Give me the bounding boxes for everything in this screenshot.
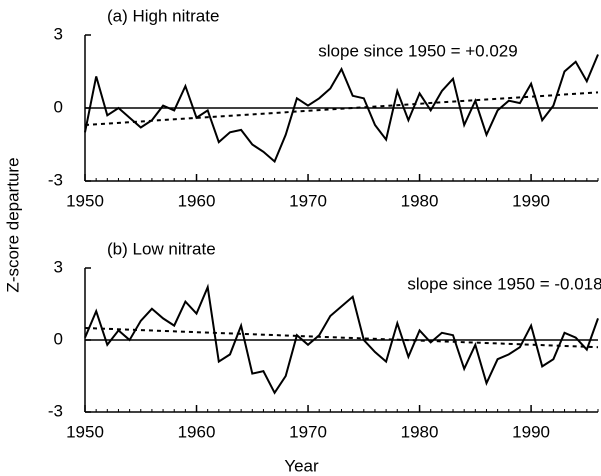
annotation: slope since 1950 = +0.029 bbox=[318, 41, 517, 60]
trend-line bbox=[84, 327, 599, 349]
y-tick-label: 0 bbox=[54, 329, 63, 348]
y-tick-label: -3 bbox=[48, 401, 63, 420]
trend-line bbox=[84, 91, 599, 126]
panel-title: (a) High nitrate bbox=[107, 6, 219, 25]
x-tick-label: 1970 bbox=[289, 422, 327, 441]
x-tick-label: 1970 bbox=[289, 191, 327, 210]
y-axis-label: Z-score departure bbox=[3, 157, 22, 292]
series-line bbox=[84, 54, 599, 164]
x-tick-label: 1960 bbox=[178, 191, 216, 210]
x-tick-label: 1990 bbox=[512, 191, 550, 210]
y-tick-label: 3 bbox=[54, 24, 63, 43]
y-tick-label: -3 bbox=[48, 170, 63, 189]
series-line bbox=[84, 283, 599, 395]
panel-title: (b) Low nitrate bbox=[107, 239, 216, 258]
y-tick-label: 0 bbox=[54, 97, 63, 116]
x-tick-label: 1990 bbox=[512, 422, 550, 441]
annotation: slope since 1950 = -0.018 bbox=[407, 274, 601, 293]
x-tick-label: 1950 bbox=[66, 422, 104, 441]
x-tick-label: 1950 bbox=[66, 191, 104, 210]
x-tick-label: 1960 bbox=[178, 422, 216, 441]
x-tick-label: 1980 bbox=[401, 422, 439, 441]
y-tick-label: 3 bbox=[54, 257, 63, 276]
x-axis-label: Year bbox=[284, 456, 319, 475]
x-tick-label: 1980 bbox=[401, 191, 439, 210]
